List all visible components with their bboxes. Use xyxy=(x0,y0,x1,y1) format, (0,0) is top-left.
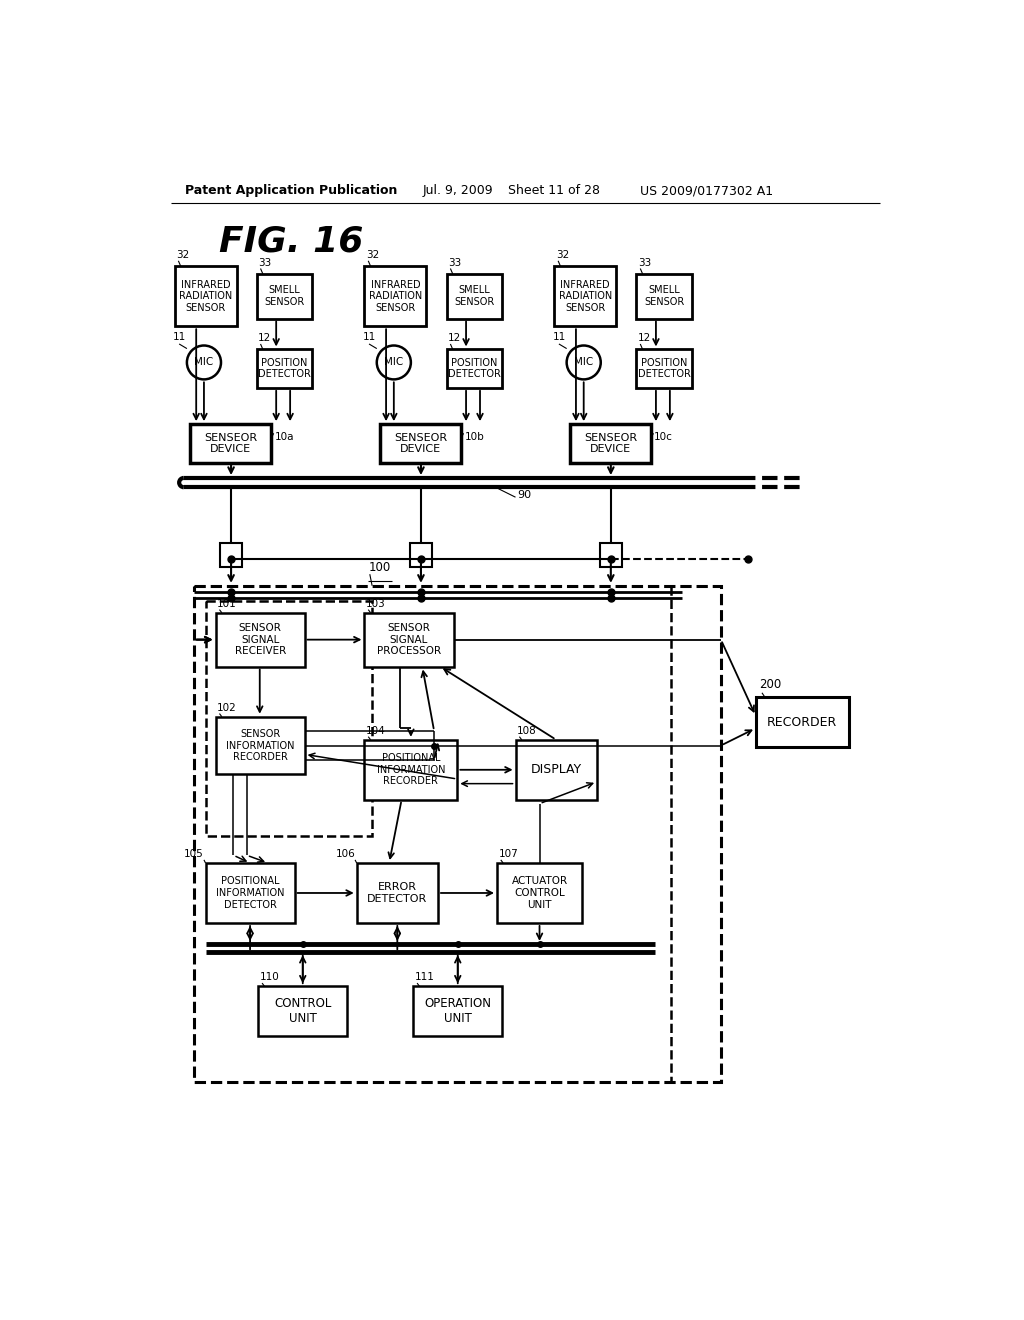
Bar xyxy=(380,424,461,462)
Text: 33: 33 xyxy=(258,257,271,268)
Text: 100: 100 xyxy=(369,561,390,574)
Text: 10c: 10c xyxy=(654,432,673,442)
Bar xyxy=(190,424,271,462)
Text: MIC: MIC xyxy=(574,358,593,367)
Text: 33: 33 xyxy=(449,257,462,268)
Bar xyxy=(216,612,305,667)
Text: SENSEOR
DEVICE: SENSEOR DEVICE xyxy=(394,433,447,454)
Text: DISPLAY: DISPLAY xyxy=(530,763,582,776)
Text: 10a: 10a xyxy=(274,432,294,442)
Text: 11: 11 xyxy=(362,333,376,342)
Bar xyxy=(600,544,622,566)
Circle shape xyxy=(377,346,411,379)
Bar xyxy=(365,267,426,326)
Text: SENSOR
SIGNAL
RECEIVER: SENSOR SIGNAL RECEIVER xyxy=(234,623,286,656)
Text: SMELL
SENSOR: SMELL SENSOR xyxy=(455,285,495,308)
Circle shape xyxy=(187,346,221,379)
Bar xyxy=(515,739,597,800)
Text: 101: 101 xyxy=(217,599,237,609)
Bar xyxy=(446,275,503,318)
Text: 33: 33 xyxy=(638,257,651,268)
Text: 108: 108 xyxy=(517,726,537,737)
Text: 105: 105 xyxy=(184,849,204,859)
Text: Sheet 11 of 28: Sheet 11 of 28 xyxy=(508,185,600,197)
Bar xyxy=(446,350,503,388)
Text: SENSEOR
DEVICE: SENSEOR DEVICE xyxy=(204,433,257,454)
Text: 111: 111 xyxy=(415,973,434,982)
Bar xyxy=(257,350,312,388)
Text: 11: 11 xyxy=(173,333,186,342)
Text: 110: 110 xyxy=(260,973,280,982)
Text: 11: 11 xyxy=(553,333,566,342)
Text: POSITION
DETECTOR: POSITION DETECTOR xyxy=(638,358,691,379)
Bar xyxy=(220,544,242,566)
Text: INFRARED
RADIATION
SENSOR: INFRARED RADIATION SENSOR xyxy=(179,280,232,313)
Bar xyxy=(414,986,503,1036)
Bar xyxy=(636,350,692,388)
Bar xyxy=(356,863,438,923)
Text: SMELL
SENSOR: SMELL SENSOR xyxy=(644,285,684,308)
Text: 90: 90 xyxy=(517,490,531,500)
Text: SMELL
SENSOR: SMELL SENSOR xyxy=(264,285,305,308)
Bar xyxy=(497,863,583,923)
Text: US 2009/0177302 A1: US 2009/0177302 A1 xyxy=(640,185,773,197)
Text: SENSOR
SIGNAL
PROCESSOR: SENSOR SIGNAL PROCESSOR xyxy=(377,623,441,656)
Text: FIG. 16: FIG. 16 xyxy=(219,224,364,259)
Text: MIC: MIC xyxy=(384,358,403,367)
Text: POSITIONAL
INFORMATION
RECORDER: POSITIONAL INFORMATION RECORDER xyxy=(377,754,445,787)
Bar xyxy=(410,544,432,566)
Bar xyxy=(216,717,305,775)
Text: 102: 102 xyxy=(217,702,237,713)
Text: CONTROL
UNIT: CONTROL UNIT xyxy=(274,997,332,1026)
Text: Jul. 9, 2009: Jul. 9, 2009 xyxy=(423,185,494,197)
Text: SENSOR
INFORMATION
RECORDER: SENSOR INFORMATION RECORDER xyxy=(226,729,294,762)
Text: INFRARED
RADIATION
SENSOR: INFRARED RADIATION SENSOR xyxy=(559,280,612,313)
Text: RECORDER: RECORDER xyxy=(767,715,838,729)
Bar xyxy=(206,601,372,836)
Bar xyxy=(756,697,849,747)
Text: 10b: 10b xyxy=(464,432,484,442)
Text: 32: 32 xyxy=(176,249,189,260)
Text: ACTUATOR
CONTROL
UNIT: ACTUATOR CONTROL UNIT xyxy=(511,876,567,909)
Text: 32: 32 xyxy=(366,249,379,260)
Circle shape xyxy=(566,346,601,379)
Text: MIC: MIC xyxy=(195,358,214,367)
Text: 12: 12 xyxy=(638,333,651,343)
Bar xyxy=(194,586,721,1082)
Text: INFRARED
RADIATION
SENSOR: INFRARED RADIATION SENSOR xyxy=(369,280,422,313)
Text: OPERATION
UNIT: OPERATION UNIT xyxy=(424,997,492,1026)
Bar xyxy=(258,986,347,1036)
Bar xyxy=(569,424,651,462)
Text: 200: 200 xyxy=(760,678,782,692)
Bar xyxy=(554,267,616,326)
Text: POSITIONAL
INFORMATION
DETECTOR: POSITIONAL INFORMATION DETECTOR xyxy=(216,876,285,909)
Text: 106: 106 xyxy=(335,849,355,859)
Text: 107: 107 xyxy=(499,849,518,859)
Bar xyxy=(174,267,237,326)
Text: POSITION
DETECTOR: POSITION DETECTOR xyxy=(447,358,501,379)
Bar xyxy=(636,275,692,318)
Text: POSITION
DETECTOR: POSITION DETECTOR xyxy=(258,358,311,379)
Text: SENSEOR
DEVICE: SENSEOR DEVICE xyxy=(584,433,637,454)
Text: 104: 104 xyxy=(366,726,386,737)
Bar xyxy=(365,612,454,667)
Bar xyxy=(257,275,312,318)
Bar xyxy=(365,739,458,800)
Text: 32: 32 xyxy=(556,249,569,260)
Text: ERROR
DETECTOR: ERROR DETECTOR xyxy=(368,882,427,904)
Text: 12: 12 xyxy=(449,333,462,343)
Bar xyxy=(206,863,295,923)
Text: 103: 103 xyxy=(366,599,386,609)
Text: Patent Application Publication: Patent Application Publication xyxy=(184,185,397,197)
Text: 12: 12 xyxy=(258,333,271,343)
